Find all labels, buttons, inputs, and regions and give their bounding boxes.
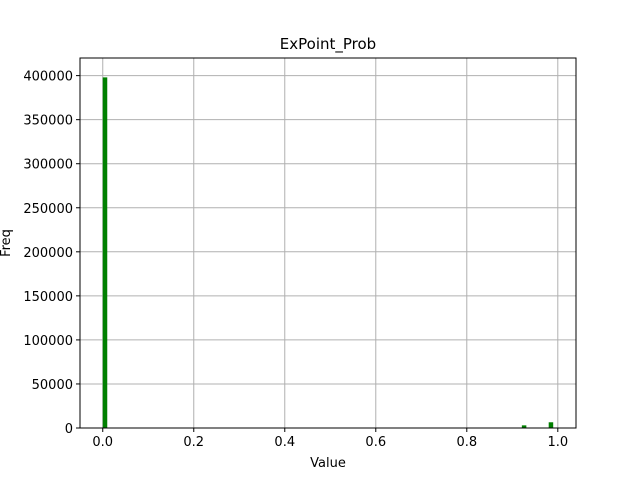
histogram-bars — [102, 77, 554, 428]
x-tick-label: 0.6 — [365, 435, 386, 450]
y-tick-label: 400000 — [23, 70, 73, 85]
histogram-bar — [548, 422, 554, 428]
y-tick-label: 250000 — [23, 202, 73, 217]
y-tick-label: 100000 — [23, 334, 73, 349]
y-tick-label: 200000 — [23, 246, 73, 261]
x-tick-label: 0.8 — [456, 435, 477, 450]
x-axis-ticks: 0.0 0.2 0.4 0.6 0.8 1.0 — [92, 428, 568, 450]
histogram-bar — [102, 77, 108, 428]
y-tick-label: 150000 — [23, 290, 73, 305]
x-tick-label: 1.0 — [547, 435, 568, 450]
x-tick-label: 0.2 — [183, 435, 204, 450]
x-tick-label: 0.4 — [274, 435, 295, 450]
plot-frame — [79, 57, 577, 429]
y-tick-label: 350000 — [23, 114, 73, 129]
chart-title: ExPoint_Prob — [280, 35, 376, 54]
x-axis-title: Value — [310, 456, 346, 471]
y-axis-ticks: 0 50000 100000 150000 200000 250000 300000 3500… — [23, 70, 80, 437]
x-tick-label: 0.0 — [92, 435, 113, 450]
y-axis-title: Freq — [0, 229, 14, 257]
histogram-bar — [521, 425, 527, 428]
y-tick-label: 0 — [65, 422, 73, 437]
y-tick-label: 300000 — [23, 158, 73, 173]
grid-lines — [80, 58, 576, 429]
y-tick-label: 50000 — [32, 378, 73, 393]
